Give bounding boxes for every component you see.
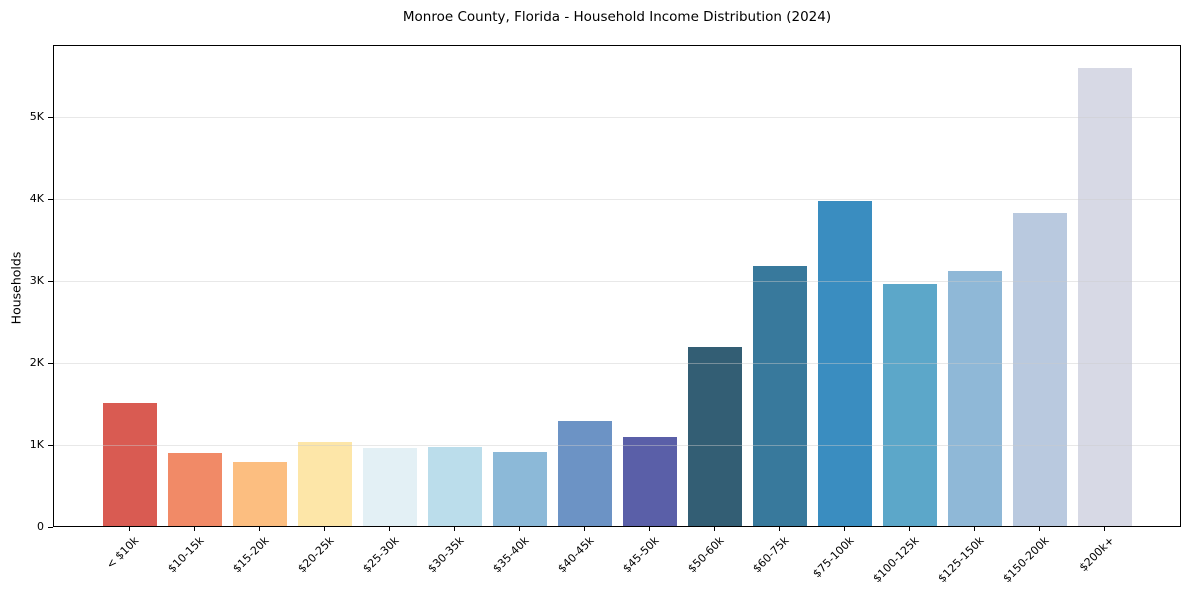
x-tick-4 [389, 527, 390, 531]
x-tick-6 [519, 527, 520, 531]
y-tick-2K [48, 362, 53, 364]
bar-35-40k [492, 451, 547, 527]
bar-30-35k [427, 446, 482, 527]
x-tick-14 [1039, 527, 1040, 531]
x-tick-15 [1104, 527, 1105, 531]
x-tick-10 [779, 527, 780, 531]
x-tick-1 [194, 527, 195, 531]
y-tick-5K [48, 116, 53, 118]
bar-10-15k [167, 452, 222, 527]
y-tick-3K [48, 280, 53, 282]
gridline-4K [54, 198, 1180, 200]
x-tick-5 [454, 527, 455, 531]
y-tick-label-2K: 2K [29, 356, 44, 370]
bar-200k+ [1077, 67, 1132, 527]
x-tick-12 [909, 527, 910, 531]
bar-60-75k [752, 265, 807, 527]
bar-100-125k [882, 283, 937, 527]
y-tick-label-1K: 1K [29, 438, 44, 452]
y-tick-label-3K: 3K [29, 274, 44, 288]
y-tick-label-5K: 5K [29, 110, 44, 124]
x-tick-3 [324, 527, 325, 531]
bar-150-200k [1012, 212, 1067, 527]
x-tick-7 [584, 527, 585, 531]
bar-75-100k [817, 200, 872, 527]
gridline-3K [54, 280, 1180, 282]
bar-20-25k [297, 441, 352, 527]
bar-25-30k [362, 448, 417, 527]
bar-45-50k [622, 436, 677, 527]
bar-15-20k [232, 461, 287, 527]
bar-125-150k [947, 271, 1002, 527]
bar-10k [102, 402, 157, 527]
x-tick-13 [974, 527, 975, 531]
x-tick-9 [714, 527, 715, 531]
x-tick-label-text: $200k+ [1076, 534, 1117, 575]
x-tick-8 [649, 527, 650, 531]
y-tick-label-0: 0 [37, 520, 44, 533]
y-tick-4K [48, 198, 53, 200]
y-tick-0 [48, 526, 53, 528]
x-tick-label-15: $200k+ [908, 534, 1117, 574]
y-tick-label-4K: 4K [29, 192, 44, 206]
gridline-2K [54, 362, 1180, 364]
gridline-1K [54, 444, 1180, 446]
chart-title: Monroe County, Florida - Household Incom… [402, 9, 832, 25]
x-tick-2 [259, 527, 260, 531]
bar-50-60k [687, 346, 742, 527]
x-tick-0 [129, 527, 130, 531]
x-tick-11 [844, 527, 845, 531]
gridline-5K [54, 116, 1180, 118]
y-tick-1K [48, 444, 53, 446]
bar-40-45k [557, 421, 612, 527]
